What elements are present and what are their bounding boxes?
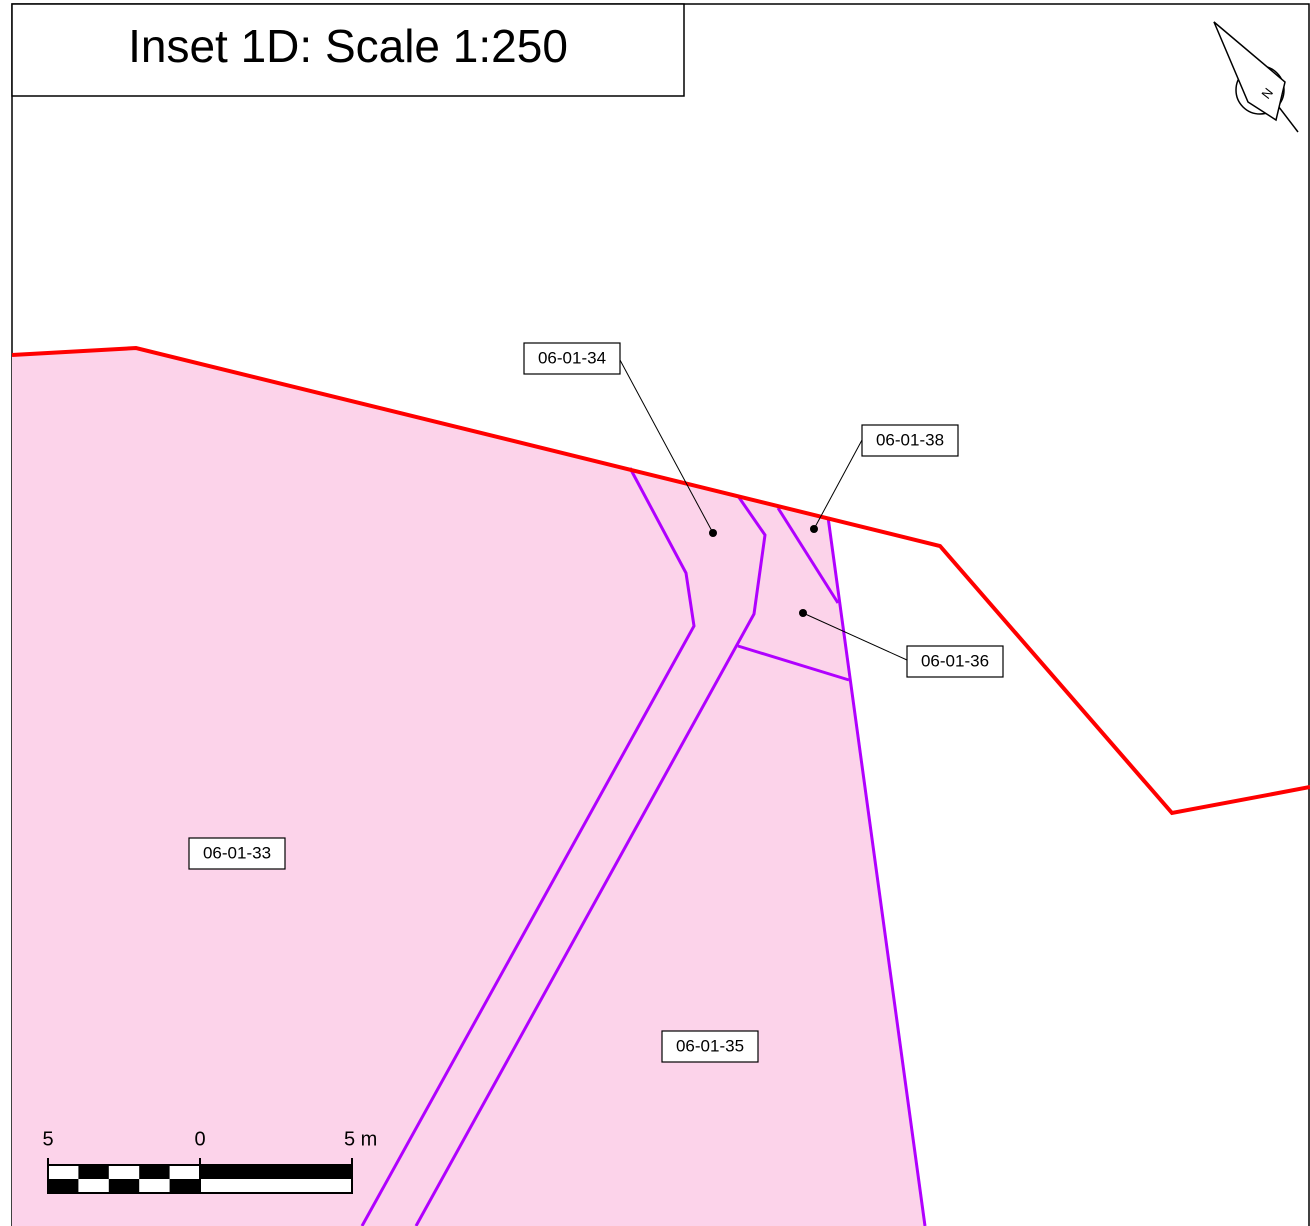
leader [802, 612, 908, 661]
north-arrow [1213, 21, 1299, 133]
parcel-label: 06-01-36 [921, 651, 989, 670]
parcel-area [12, 348, 925, 1226]
parcel-label: 06-01-33 [203, 843, 271, 862]
scale-label: 5 m [344, 1128, 377, 1150]
parcel-label: 06-01-35 [676, 1036, 744, 1055]
leaders [619, 359, 908, 661]
scale-label: 0 [194, 1128, 205, 1150]
scale-label: 5 [42, 1128, 53, 1150]
label-box [188, 837, 286, 870]
parcel-label: 06-01-38 [876, 430, 944, 449]
parcel-labels: 06-01-34 06-01-38 06-01-36 06-01-33 06-01-35 [188, 342, 1004, 1063]
label-box [661, 1030, 759, 1063]
leader [619, 359, 714, 534]
boundary [826, 516, 927, 1226]
label-box [861, 424, 959, 457]
boundary [360, 467, 696, 1226]
dot [709, 529, 717, 537]
boundary [776, 507, 840, 604]
label-box [906, 645, 1004, 678]
parcel-boundaries [360, 467, 927, 1226]
label-box [523, 342, 621, 375]
title: Inset 1D: Scale 1:250 [128, 20, 568, 72]
parcel-label: 06-01-34 [538, 348, 606, 367]
dot [810, 525, 818, 533]
red-line-boundary [11, 345, 1310, 816]
scale-bar: 5 0 5 m [42, 1128, 377, 1194]
boundary [737, 644, 850, 682]
dot [799, 609, 807, 617]
title-box [11, 3, 685, 97]
boundary [414, 495, 767, 1226]
dots [709, 525, 818, 617]
leader [813, 439, 863, 530]
